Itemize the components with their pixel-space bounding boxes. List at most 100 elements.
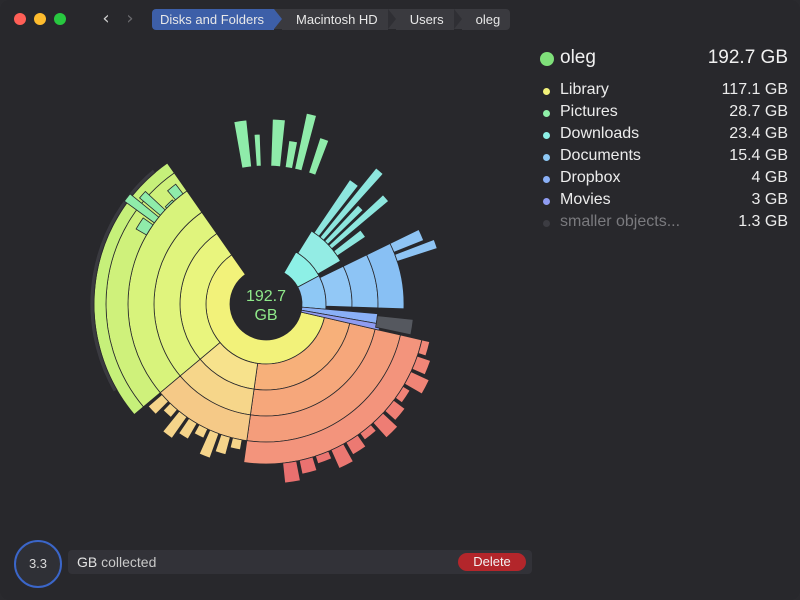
close-window-button[interactable] (14, 13, 26, 25)
sunburst-segment-library-leaf[interactable] (359, 424, 377, 441)
legend-item-size: 3 GB (751, 191, 788, 208)
legend-header-name: oleg (560, 47, 596, 68)
sunburst-segment-documents-leaf[interactable] (389, 228, 425, 253)
zoom-window-button[interactable] (54, 13, 66, 25)
sunburst-segment-library-leaf[interactable] (193, 424, 209, 439)
sunburst-segment-library-leaf[interactable] (404, 371, 430, 395)
sunburst-segment-downloads-leaf[interactable] (328, 194, 390, 250)
minimize-window-button[interactable] (34, 13, 46, 25)
sunburst-segment-library-leaf[interactable] (345, 434, 367, 456)
collector-bar: 3.3 GB collected Delete (0, 536, 800, 600)
legend-item-name: smaller objects... (560, 213, 681, 230)
legend-item[interactable]: Pictures 28.7 GB (536, 102, 788, 124)
collector-drop-target[interactable]: 3.3 (14, 540, 62, 588)
legend-item-size: 23.4 GB (729, 125, 788, 142)
legend-item-size: 4 GB (751, 169, 788, 186)
legend-item-size: 1.3 GB (738, 213, 788, 230)
sunburst-segment-downloads-leaf[interactable] (333, 229, 367, 257)
legend-header-dot (540, 52, 554, 66)
legend-dot (543, 176, 550, 183)
sunburst-segment-library-leaf[interactable] (417, 339, 431, 357)
sunburst-segment-library-leaf[interactable] (229, 437, 243, 451)
legend-item-size: 15.4 GB (729, 147, 788, 164)
breadcrumb-separator (453, 9, 462, 29)
legend-item-size: 28.7 GB (729, 103, 788, 120)
sunburst-segment-pictures-leaf[interactable] (123, 193, 160, 224)
sunburst-segment-pictures-leaf[interactable] (233, 119, 253, 169)
legend-header[interactable]: oleg 192.7 GB (536, 44, 788, 74)
delete-button[interactable]: Delete (458, 553, 526, 571)
collected-items-field[interactable]: GB collected Delete (68, 550, 532, 574)
sunburst-segments[interactable] (89, 112, 438, 484)
collected-label: GB collected (77, 554, 156, 570)
legend-item-size: 117.1 GB (721, 81, 788, 98)
sunburst-segment-pictures-leaf[interactable] (167, 183, 184, 201)
legend-dot (543, 88, 550, 95)
titlebar: ‹ › Disks and Folders Macintosh HD Users… (0, 0, 800, 40)
legend-dot (543, 110, 550, 117)
breadcrumb-item-macintosh-hd[interactable]: Macintosh HD (282, 9, 388, 30)
chevron-right-icon[interactable]: › (126, 8, 134, 29)
sunburst-segment-library-leaf[interactable] (214, 433, 231, 456)
sunburst-segment-library-leaf[interactable] (147, 393, 169, 415)
disk-usage-sunburst[interactable]: 192.7 GB (0, 40, 530, 540)
sunburst-segment-library-leaf[interactable] (89, 168, 157, 393)
chart-center-hole[interactable] (230, 268, 302, 340)
sunburst-segment-pictures-leaf[interactable] (270, 118, 286, 168)
sunburst-segment-library-leaf[interactable] (330, 443, 354, 469)
legend-item-name: Movies (560, 191, 611, 208)
collected-text: collected (101, 554, 157, 570)
legend-item-name: Dropbox (560, 169, 621, 186)
legend-dot (543, 132, 550, 139)
legend-item[interactable]: Documents 15.4 GB (536, 146, 788, 168)
legend-dot (543, 198, 550, 205)
sunburst-segment-downloads-leaf[interactable] (324, 204, 364, 245)
sunburst-segment-library-leaf[interactable] (394, 385, 411, 404)
sunburst-segment-documents-leaf[interactable] (394, 238, 438, 262)
sunburst-segment-library-leaf[interactable] (162, 402, 178, 418)
legend-item-name: Library (560, 81, 609, 98)
legend-item[interactable]: Downloads 23.4 GB (536, 124, 788, 146)
sunburst-segment-pictures-leaf[interactable] (253, 133, 262, 167)
legend-dot (543, 220, 550, 227)
sunburst-segment-smaller[interactable] (375, 315, 414, 336)
legend-item-name: Downloads (560, 125, 640, 142)
breadcrumb-item-oleg[interactable]: oleg (461, 9, 511, 30)
legend-item-smaller-objects[interactable]: smaller objects... 1.3 GB (536, 212, 788, 234)
sunburst-segment-downloads-leaf[interactable] (319, 167, 384, 241)
breadcrumb-item-users[interactable]: Users (395, 9, 454, 30)
sunburst-segment-library-leaf[interactable] (178, 417, 198, 440)
legend-item-name: Documents (560, 147, 641, 164)
legend-item[interactable]: Dropbox 4 GB (536, 168, 788, 190)
legend-item[interactable]: Movies 3 GB (536, 190, 788, 212)
legend-item[interactable]: Library 117.1 GB (536, 80, 788, 102)
sunburst-segment-pictures-leaf[interactable] (294, 112, 317, 172)
sunburst-segment-library-leaf[interactable] (198, 429, 220, 459)
sunburst-segment-library-leaf[interactable] (282, 460, 301, 484)
breadcrumb: Disks and Folders Macintosh HD Users ole… (152, 9, 511, 30)
sunburst-segment-library-leaf[interactable] (298, 456, 318, 475)
sunburst-segment-pictures-leaf[interactable] (139, 190, 166, 216)
breadcrumb-item-disks[interactable]: Disks and Folders (152, 9, 275, 30)
legend-item-name: Pictures (560, 103, 618, 120)
sunburst-segment-library-leaf[interactable] (411, 355, 432, 376)
sunburst-segment-library-leaf[interactable] (372, 412, 399, 439)
breadcrumb-separator (387, 9, 396, 29)
chart-center-unit: GB (254, 307, 277, 324)
legend-header-size: 192.7 GB (707, 47, 788, 68)
chart-center-value: 192.7 (246, 288, 286, 305)
sunburst-segment-pictures-leaf[interactable] (164, 199, 175, 209)
breadcrumb-separator (274, 9, 283, 29)
sunburst-segment-library-leaf[interactable] (162, 410, 188, 439)
legend-dot (543, 154, 550, 161)
collected-unit: GB (77, 554, 98, 570)
sunburst-segment-library-leaf[interactable] (314, 450, 333, 465)
sunburst-segment-downloads-leaf[interactable] (313, 179, 359, 237)
sunburst-segment-library-leaf[interactable] (384, 399, 406, 421)
chevron-left-icon[interactable]: ‹ (102, 8, 110, 29)
sunburst-segment-pictures-leaf[interactable] (135, 217, 154, 236)
sunburst-segment-pictures-leaf[interactable] (308, 137, 330, 176)
sunburst-segment-documents-child[interactable] (366, 242, 405, 310)
sunburst-segment-pictures-leaf[interactable] (284, 140, 298, 170)
